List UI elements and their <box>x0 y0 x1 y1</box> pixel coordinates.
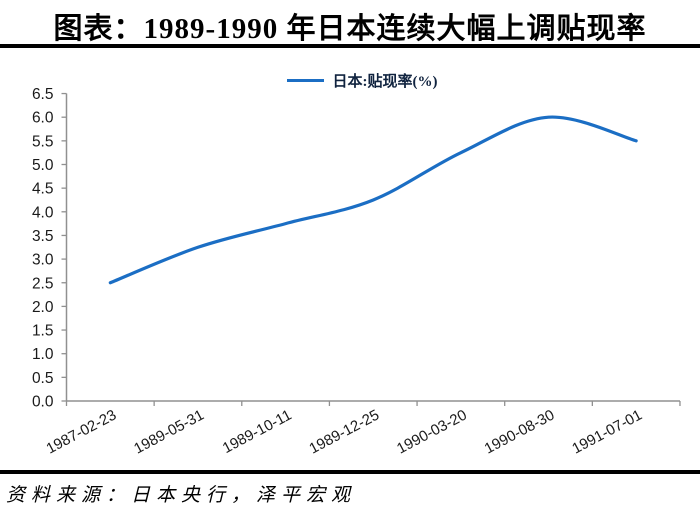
y-tick-label: 3.0 <box>32 252 54 269</box>
y-tick-label: 6.0 <box>32 110 54 127</box>
y-tick-label: 4.5 <box>32 181 54 198</box>
source-divider <box>0 470 700 474</box>
x-tick-label: 1990-03-20 <box>394 407 470 458</box>
source-note: 资料来源：日本央行，泽平宏观 <box>6 485 357 506</box>
x-tick-label: 1990-08-30 <box>482 407 558 458</box>
y-tick-label: 1.0 <box>32 346 54 363</box>
y-tick-label: 2.5 <box>32 275 54 292</box>
x-tick-label: 1989-10-11 <box>220 407 295 458</box>
chart-title: 图表：1989-1990 年日本连续大幅上调贴现率 <box>53 13 647 45</box>
y-tick-label: 5.0 <box>32 157 54 174</box>
y-tick-label: 6.5 <box>32 86 54 103</box>
x-tick-label: 1989-05-31 <box>131 407 207 458</box>
y-tick-label: 0.5 <box>32 370 54 387</box>
series-line-japan-discount-rate <box>108 115 638 285</box>
y-tick-label: 4.0 <box>32 204 54 221</box>
x-tick-label: 1991-07-01 <box>569 407 645 458</box>
y-tick-label: 0.0 <box>32 394 54 411</box>
y-tick-label: 3.5 <box>32 228 54 245</box>
x-tick-label: 1987-02-23 <box>43 407 119 458</box>
discount-rate-line-chart: 0.0 0.5 1.0 1.5 2.0 2.5 3.0 3.5 4.0 4.5 5.0 5.5 6.0 6… <box>32 86 681 458</box>
title-divider <box>0 44 700 48</box>
y-tick-label: 2.0 <box>32 299 54 316</box>
y-tick-label: 1.5 <box>32 323 54 340</box>
x-tick-label: 1989-12-25 <box>306 407 382 458</box>
y-tick-label: 5.5 <box>32 133 54 150</box>
